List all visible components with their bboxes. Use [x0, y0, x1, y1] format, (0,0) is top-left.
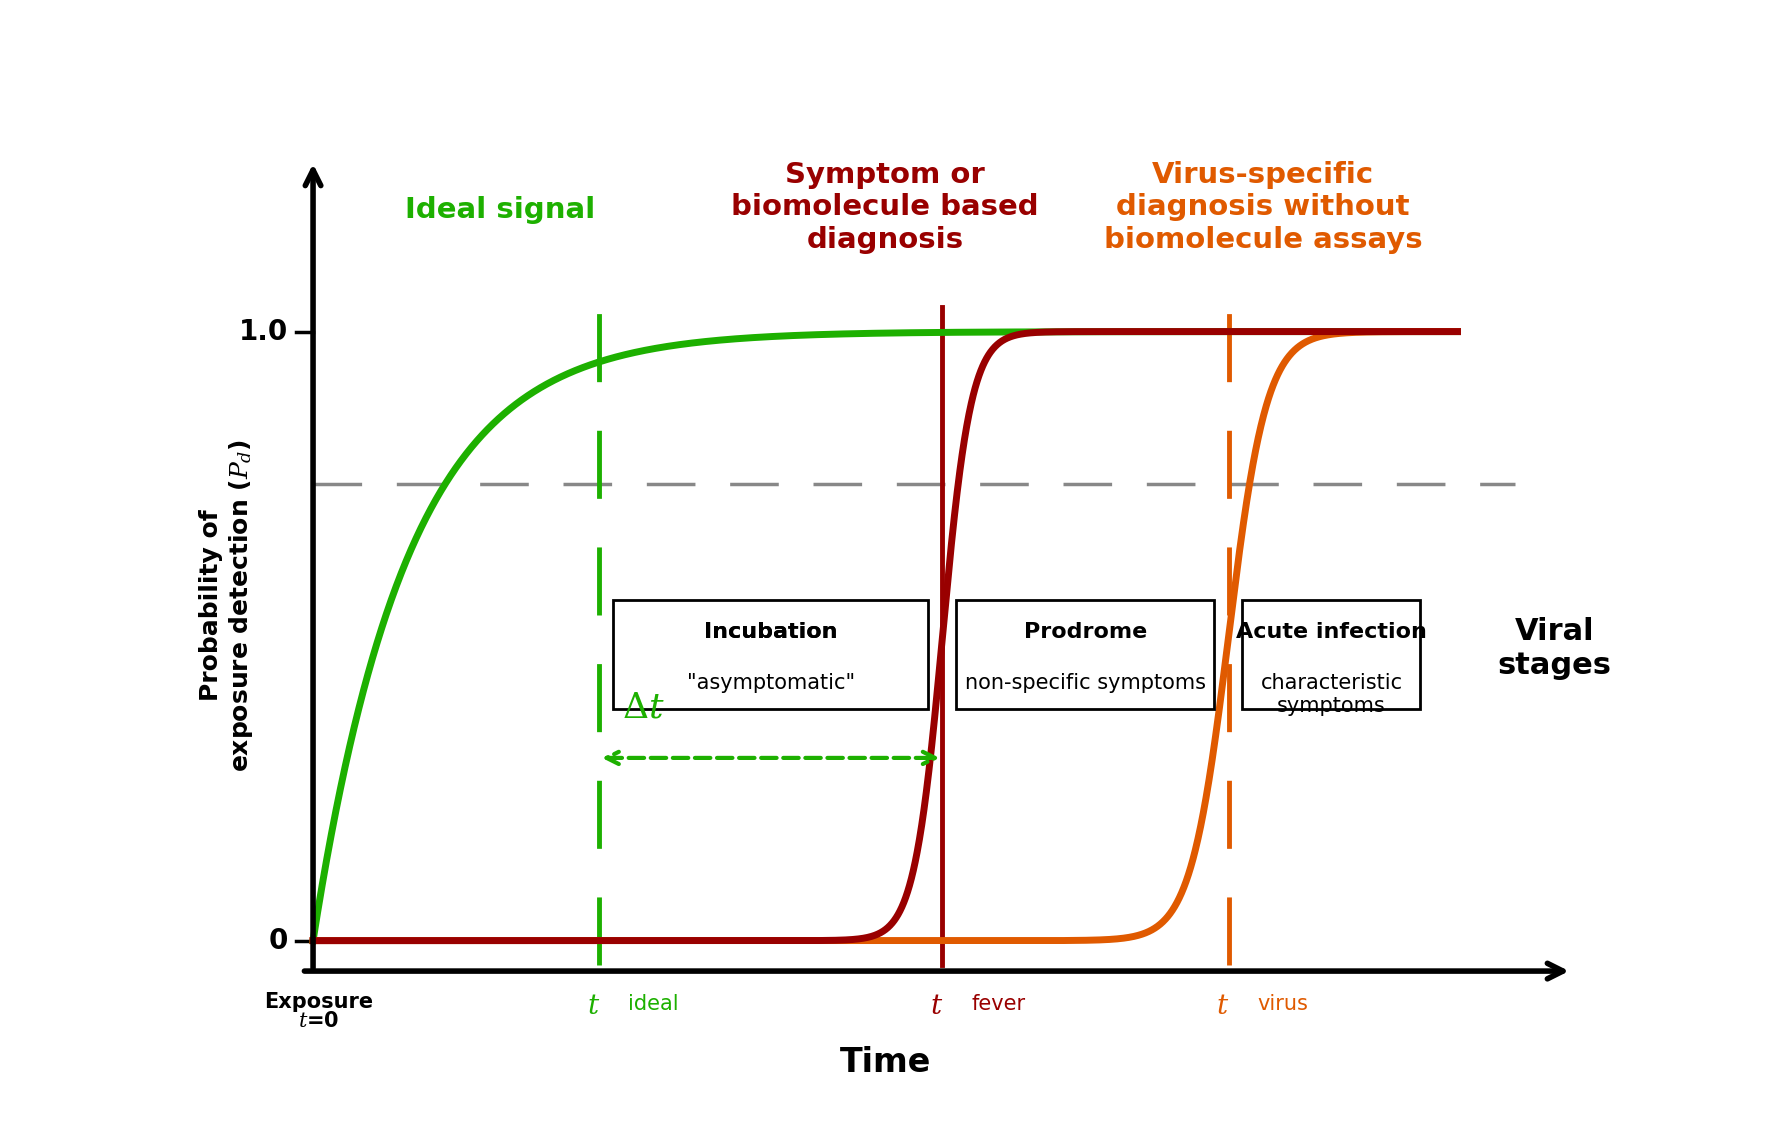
Text: Time: Time: [840, 1046, 930, 1079]
Text: Virus-specific
diagnosis without
biomolecule assays: Virus-specific diagnosis without biomole…: [1104, 161, 1423, 254]
Text: $t$: $t$: [930, 992, 943, 1021]
Text: Acute infection: Acute infection: [1237, 622, 1426, 642]
Text: non-specific symptoms: non-specific symptoms: [966, 673, 1207, 693]
Text: Exposure: Exposure: [264, 992, 374, 1013]
Text: $t$=0: $t$=0: [298, 1010, 340, 1031]
Text: Prodrome: Prodrome: [1024, 622, 1146, 642]
Text: Ideal signal: Ideal signal: [404, 196, 595, 223]
Text: $\Delta t$: $\Delta t$: [622, 690, 664, 724]
Text: characteristic
symptoms: characteristic symptoms: [1260, 673, 1403, 715]
Text: Incubation: Incubation: [703, 622, 838, 642]
Text: $t$: $t$: [1216, 992, 1230, 1021]
Text: Viral
stages: Viral stages: [1497, 617, 1613, 680]
Text: Incubation: Incubation: [703, 622, 838, 642]
FancyBboxPatch shape: [1242, 599, 1419, 710]
Text: fever: fever: [971, 994, 1026, 1014]
Text: 1.0: 1.0: [239, 318, 287, 345]
Text: ideal: ideal: [627, 994, 679, 1014]
Text: Probability of
exposure detection ($P_d$): Probability of exposure detection ($P_d$…: [198, 440, 255, 772]
Text: $t$: $t$: [587, 992, 601, 1021]
FancyBboxPatch shape: [957, 599, 1214, 710]
Text: "asymptomatic": "asymptomatic": [688, 673, 854, 693]
FancyBboxPatch shape: [613, 599, 927, 710]
Text: virus: virus: [1256, 994, 1308, 1014]
Text: Symptom or
biomolecule based
diagnosis: Symptom or biomolecule based diagnosis: [732, 161, 1038, 254]
Text: 0: 0: [269, 927, 287, 954]
